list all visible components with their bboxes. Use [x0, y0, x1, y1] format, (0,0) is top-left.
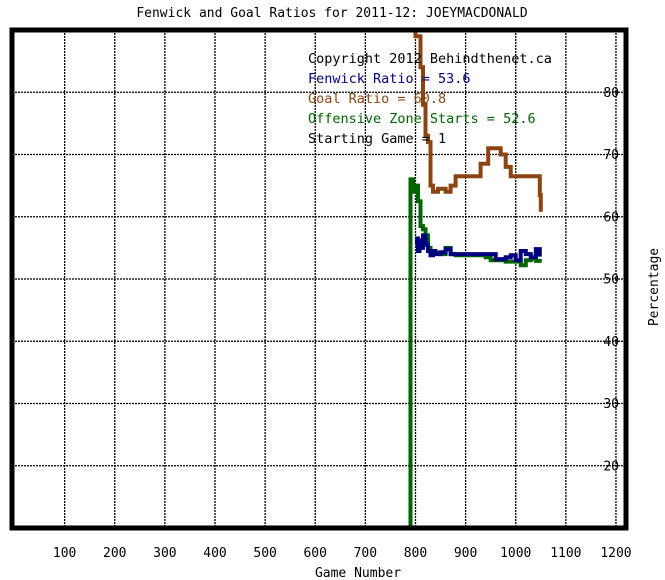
series-line-offensive-zone-starts — [408, 177, 542, 528]
annotation-line: Goal Ratio = 60.8 — [308, 91, 446, 107]
series-line-goal-ratio — [413, 30, 543, 212]
annotation-line: Fenwick Ratio = 53.6 — [308, 71, 471, 87]
x-tick-label: 1200 — [600, 546, 631, 561]
y-tick-label: 20 — [603, 459, 619, 474]
y-tick-label: 70 — [603, 148, 619, 163]
grid — [12, 30, 626, 528]
y-tick-label: 60 — [603, 210, 619, 225]
y-tick-label: 30 — [603, 397, 619, 412]
annotation-line: Copyright 2012 Behindthenet.ca — [308, 51, 552, 67]
x-tick-label: 600 — [303, 546, 326, 561]
x-tick-label: 300 — [153, 546, 176, 561]
annotation-line: Offensive Zone Starts = 52.6 — [308, 111, 536, 127]
series-group — [408, 30, 543, 528]
x-tick-label: 100 — [53, 546, 76, 561]
series-line-fenwick-ratio — [415, 233, 542, 263]
x-tick-label: 1100 — [550, 546, 581, 561]
y-tick-label: 40 — [603, 335, 619, 350]
x-tick-label: 900 — [454, 546, 477, 561]
x-tick-label: 400 — [203, 546, 226, 561]
x-axis-label: Game Number — [315, 566, 401, 580]
y-tick-labels: 20 30 40 50 60 70 80 — [603, 86, 619, 475]
x-tick-labels: 100 200 300 400 500 600 700 800 900 1000 1100 1200 — [53, 546, 632, 561]
y-axis-label: Percentage — [647, 248, 662, 326]
annotation-line: Starting Game = 1 — [308, 131, 446, 147]
y-tick-label: 80 — [603, 86, 619, 101]
plot-frame — [9, 27, 629, 531]
annotation-box: Copyright 2012 Behindthenet.ca Fenwick Ra… — [308, 51, 552, 147]
x-tick-label: 500 — [253, 546, 276, 561]
y-tick-label: 50 — [603, 273, 619, 288]
x-tick-label: 1000 — [500, 546, 531, 561]
chart-title: Fenwick and Goal Ratios for 2011-12: JOE… — [136, 6, 528, 21]
x-tick-label: 200 — [103, 546, 126, 561]
x-tick-label: 700 — [354, 546, 377, 561]
x-tick-label: 800 — [404, 546, 427, 561]
